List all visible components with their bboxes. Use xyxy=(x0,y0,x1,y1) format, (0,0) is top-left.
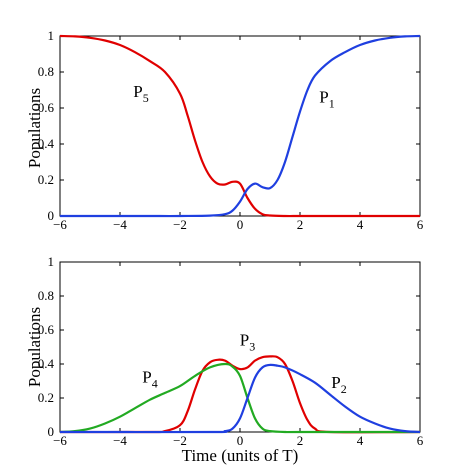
curve-label: P3 xyxy=(240,330,255,353)
curve-label-subscript: 3 xyxy=(249,339,255,353)
x-tick-label: −4 xyxy=(113,217,127,232)
curve-label: P5 xyxy=(133,82,148,105)
x-tick-label: −2 xyxy=(173,433,187,448)
x-tick-label: −2 xyxy=(173,217,187,232)
top-plot-frame xyxy=(59,35,421,217)
curve-label: P1 xyxy=(319,88,334,111)
y-tick-label: 0.4 xyxy=(38,136,55,151)
y-tick-label: 0.8 xyxy=(38,288,54,303)
x-tick-label: 4 xyxy=(357,217,364,232)
y-tick-label: 0 xyxy=(48,208,55,223)
x-tick-label: −4 xyxy=(113,433,127,448)
curve-label-subscript: 4 xyxy=(152,377,158,391)
series-line-p3 xyxy=(59,355,421,434)
y-tick-label: 1 xyxy=(48,254,55,269)
top-tick-labels: −6 −4 −2 0 2 4 6 0 0.2 0.4 0.6 0.8 1 xyxy=(38,28,424,232)
curve-label: P4 xyxy=(142,368,157,391)
x-tick-label: 4 xyxy=(357,433,364,448)
series-line-p5 xyxy=(59,34,420,218)
x-tick-label: −6 xyxy=(53,433,67,448)
curve-label-letter: P xyxy=(319,88,328,107)
curve-label-subscript: 5 xyxy=(143,91,149,105)
y-tick-label: 0.6 xyxy=(38,322,55,337)
bottom-series xyxy=(59,355,421,434)
top-y-axis-label: Populations xyxy=(25,88,44,168)
x-tick-label: 2 xyxy=(297,217,304,232)
x-tick-label: −6 xyxy=(53,217,67,232)
top-chart-panel: −6 −4 −2 0 2 4 600.20.40.60.81 P5 P1 Population… xyxy=(25,28,424,232)
series-line-p1 xyxy=(59,34,421,218)
top-tick-marks xyxy=(59,35,421,217)
x-tick-label: 0 xyxy=(237,433,244,448)
y-tick-label: 0 xyxy=(48,424,55,439)
series-line-p4 xyxy=(59,362,420,434)
bottom-y-axis-label: Populations xyxy=(25,307,44,387)
top-curve-labels: P5 P1 xyxy=(133,82,334,110)
curve-label-letter: P xyxy=(133,82,142,101)
x-tick-label: 6 xyxy=(417,433,424,448)
bottom-x-axis-label: Time (units of T) xyxy=(182,446,299,465)
curve-label-letter: P xyxy=(331,373,340,392)
curve-label-letter: P xyxy=(240,330,249,349)
y-tick-label: 0.2 xyxy=(38,172,54,187)
curve-label: P2 xyxy=(331,373,346,396)
y-tick-label: 0.6 xyxy=(38,100,55,115)
y-tick-label: 1 xyxy=(48,28,55,43)
x-tick-label: 2 xyxy=(297,433,304,448)
curve-label-subscript: 1 xyxy=(329,97,335,111)
y-tick-label: 0.4 xyxy=(38,356,55,371)
x-tick-label: 6 xyxy=(417,217,424,232)
series-line-p2 xyxy=(59,363,421,434)
y-tick-label: 0.8 xyxy=(38,64,54,79)
bottom-tick-labels: −6 −4 −2 0 2 4 6 0 0.2 0.4 0.6 0.8 1 xyxy=(38,254,424,448)
top-series xyxy=(59,34,421,218)
curve-label-subscript: 2 xyxy=(341,382,347,396)
y-tick-label: 0.2 xyxy=(38,390,54,405)
x-tick-label: 0 xyxy=(237,217,244,232)
curve-label-letter: P xyxy=(142,368,151,387)
